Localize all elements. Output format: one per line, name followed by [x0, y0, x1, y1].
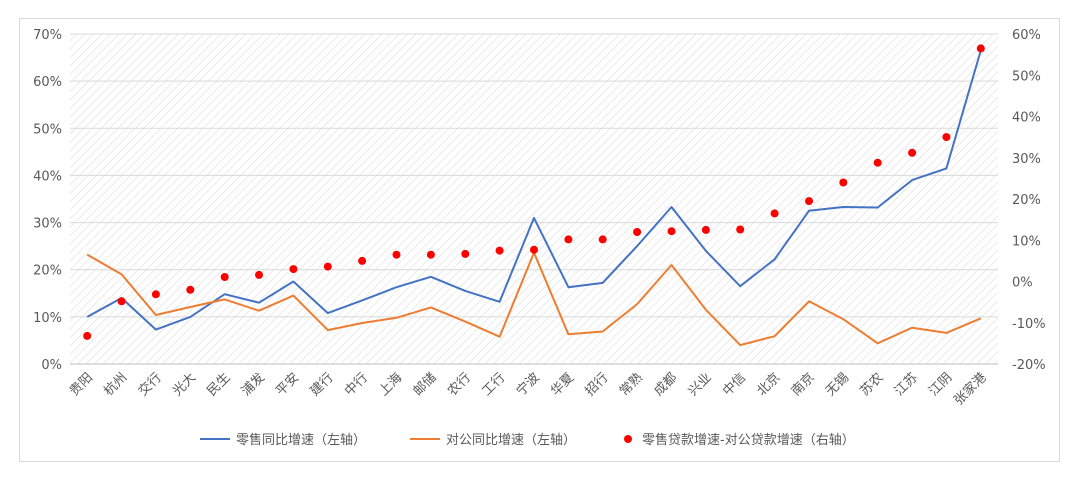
scatter-point: [461, 249, 470, 258]
left-tick-label: 0%: [41, 358, 62, 373]
scatter-point: [358, 256, 367, 265]
x-tick-label: 建行: [308, 370, 337, 399]
left-axis-ticks: 0% 10% 20% 30% 40% 50% 60% 70%: [33, 28, 62, 373]
x-tick-label: 邮储: [411, 370, 440, 399]
scatter-point: [633, 228, 642, 236]
scatter-point: [701, 225, 710, 234]
x-tick-label: 中行: [342, 370, 371, 399]
x-tick-label: 中信: [720, 370, 749, 399]
scatter-point: [392, 250, 401, 259]
x-tick-label: 工行: [479, 370, 508, 399]
x-tick-label: 交行: [135, 370, 165, 400]
x-tick-label: 杭州: [101, 370, 130, 399]
x-tick-label: 无锡: [823, 370, 852, 399]
legend-label-2: 零售贷款增速-对公贷款增速（右轴）: [642, 432, 855, 448]
x-tick-label: 农行: [445, 370, 474, 399]
scatter-point: [564, 235, 573, 244]
series-line-0: [86, 50, 982, 331]
x-tick-label: 张家港: [951, 370, 990, 409]
right-tick-label: 20%: [1012, 193, 1041, 208]
gridlines: [70, 33, 998, 365]
left-tick-label: 20%: [33, 264, 62, 279]
scatter-point: [289, 265, 298, 274]
scatter-point: [873, 158, 882, 167]
scatter-point: [83, 331, 92, 340]
scatter-point: [323, 262, 332, 271]
scatter-point: [255, 270, 263, 279]
left-tick-label: 40%: [33, 169, 62, 184]
scatter-point: [220, 273, 229, 281]
x-tick-label: 宁波: [513, 370, 543, 400]
scatter-point: [117, 297, 126, 306]
legend-label-0: 零售同比增速（左轴）: [236, 432, 366, 448]
x-tick-label: 常熟: [616, 370, 646, 400]
scatter-point: [976, 44, 985, 53]
x-axis-ticks: 贵阳 杭州 交行 光大 民生 浦发 平安 建行 中行 上海 邮储 农行 工行 宁波 华夏 招行 常熟 成都 兴业 中信…: [67, 370, 990, 409]
x-tick-label: 成都: [651, 370, 680, 399]
x-tick-label: 上海: [376, 370, 405, 399]
scatter-point: [495, 246, 504, 255]
right-tick-label: -10%: [1012, 317, 1046, 332]
left-tick-label: 50%: [33, 122, 62, 137]
scatter-point: [598, 235, 607, 244]
x-tick-label: 兴业: [686, 370, 715, 399]
scatter-point: [736, 225, 745, 234]
x-tick-label: 民生: [204, 370, 233, 399]
right-tick-label: 50%: [1012, 69, 1041, 84]
x-tick-label: 北京: [754, 370, 783, 399]
right-tick-label: 10%: [1012, 234, 1041, 249]
series-layer: [83, 44, 985, 347]
x-tick-label: 江阴: [926, 370, 955, 399]
right-axis-ticks: -20% -10% 0% 10% 20% 30% 40% 50% 60%: [1012, 28, 1046, 373]
left-tick-label: 60%: [33, 75, 62, 90]
right-tick-label: 0%: [1012, 276, 1033, 291]
left-tick-label: 10%: [33, 311, 62, 326]
scatter-point: [839, 178, 848, 187]
legend-label-1: 对公同比增速（左轴）: [446, 433, 576, 448]
x-tick-label: 招行: [583, 370, 612, 399]
scatter-point: [667, 227, 676, 236]
x-tick-label: 贵阳: [67, 370, 96, 399]
scatter-point: [805, 197, 813, 206]
right-tick-label: 60%: [1012, 28, 1041, 43]
legend: 零售同比增速（左轴） 对公同比增速（左轴） 零售贷款增速-对公贷款增速（右轴）: [200, 432, 855, 448]
right-tick-label: 40%: [1012, 111, 1041, 126]
scatter-point: [530, 245, 538, 254]
right-tick-label: 30%: [1012, 152, 1041, 167]
scatter-point: [770, 209, 779, 218]
x-tick-label: 浦发: [238, 370, 268, 400]
x-tick-label: 平安: [273, 370, 302, 399]
x-tick-label: 南京: [788, 370, 818, 400]
scatter-point: [151, 290, 160, 299]
left-tick-label: 30%: [33, 217, 62, 232]
x-tick-label: 苏农: [857, 370, 887, 400]
plot-area-hatch: [70, 34, 998, 364]
scatter-point: [908, 148, 917, 157]
scatter-point: [426, 250, 435, 259]
right-tick-label: -20%: [1012, 358, 1046, 373]
legend-swatch-2: [624, 435, 632, 443]
x-tick-label: 华夏: [548, 370, 577, 399]
scatter-point: [186, 285, 195, 294]
left-tick-label: 70%: [33, 28, 62, 43]
scatter-point: [942, 133, 951, 142]
x-tick-label: 光大: [170, 370, 199, 399]
x-tick-label: 江苏: [891, 370, 921, 400]
